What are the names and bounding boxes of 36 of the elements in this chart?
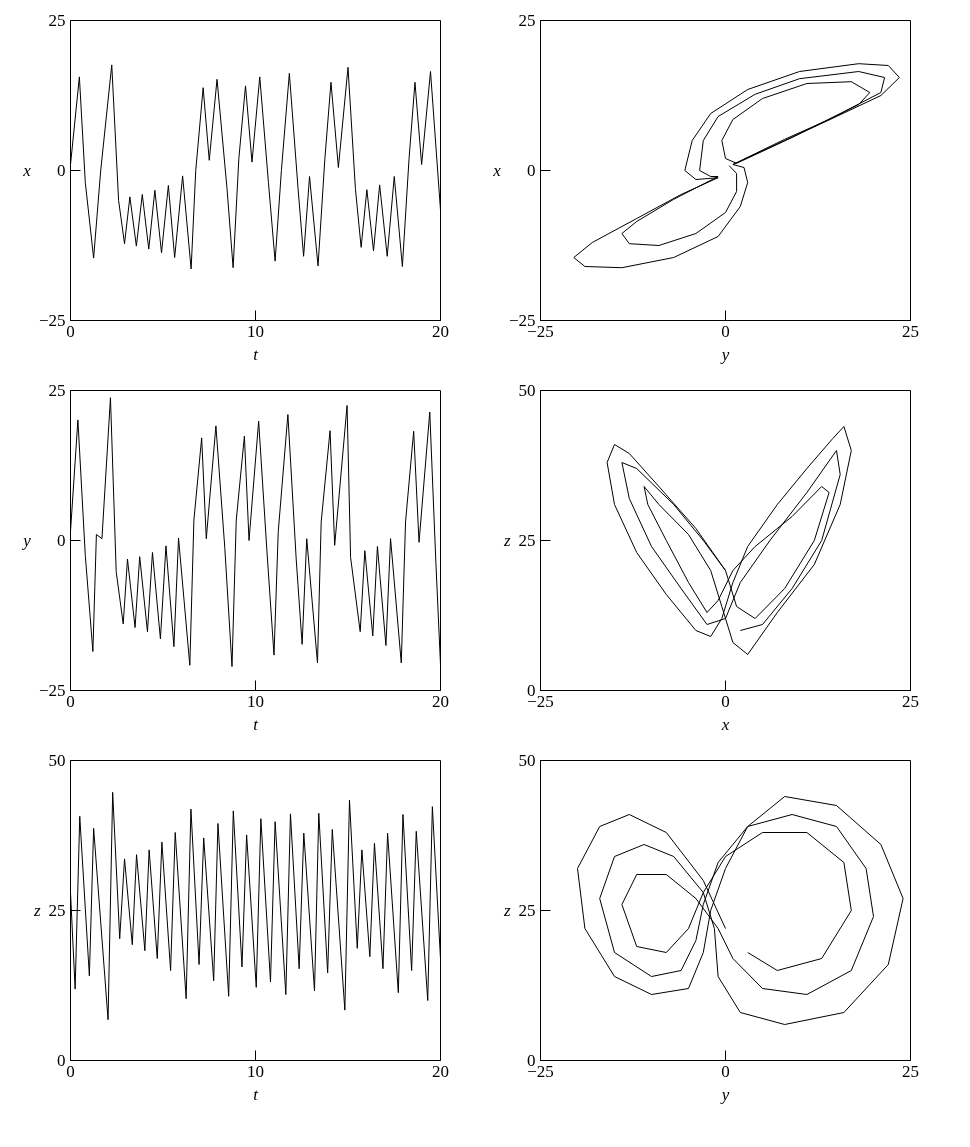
y-tick-label: 0: [57, 531, 66, 550]
x-tick-label: 25: [902, 691, 919, 711]
y-tick-label: 25: [48, 381, 66, 400]
y-tick-label: 25: [518, 531, 536, 550]
y-axis-title: z: [502, 901, 511, 920]
x-tick-label: 20: [432, 1061, 449, 1081]
y-tick-label: 50: [518, 381, 536, 400]
y-axis-title: y: [21, 531, 32, 550]
x-axis-title: x: [720, 714, 730, 734]
x-tick-label: 0: [721, 691, 730, 711]
y-tick-label: 25: [518, 11, 536, 30]
x-tick-label: 10: [247, 321, 264, 341]
y-tick-label: 50: [518, 751, 536, 770]
y-axis-title: z: [502, 531, 511, 550]
y-tick-label: 0: [527, 161, 536, 180]
x-tick-label: 10: [247, 691, 264, 711]
x-tick-label: 0: [721, 1061, 730, 1081]
y-axis-title: z: [32, 901, 41, 920]
y-axis-title: x: [492, 161, 502, 180]
y-axis-title: x: [22, 161, 32, 180]
x-axis-title: y: [719, 1084, 730, 1104]
x-axis-title: t: [253, 714, 260, 734]
y-tick-label: 25: [48, 11, 66, 30]
x-axis-title: t: [253, 344, 260, 364]
y-tick-label: 25: [518, 901, 536, 920]
x-axis-title: y: [719, 344, 730, 364]
y-tick-label: 25: [48, 901, 66, 920]
x-tick-label: 25: [902, 321, 919, 341]
x-tick-label: 0: [721, 321, 730, 341]
x-axis-title: t: [253, 1084, 260, 1104]
x-tick-label: 25: [902, 1061, 919, 1081]
x-tick-label: 20: [432, 321, 449, 341]
x-tick-label: 10: [247, 1061, 264, 1081]
y-tick-label: 50: [48, 751, 66, 770]
x-tick-label: 20: [432, 691, 449, 711]
y-tick-label: 0: [57, 161, 66, 180]
